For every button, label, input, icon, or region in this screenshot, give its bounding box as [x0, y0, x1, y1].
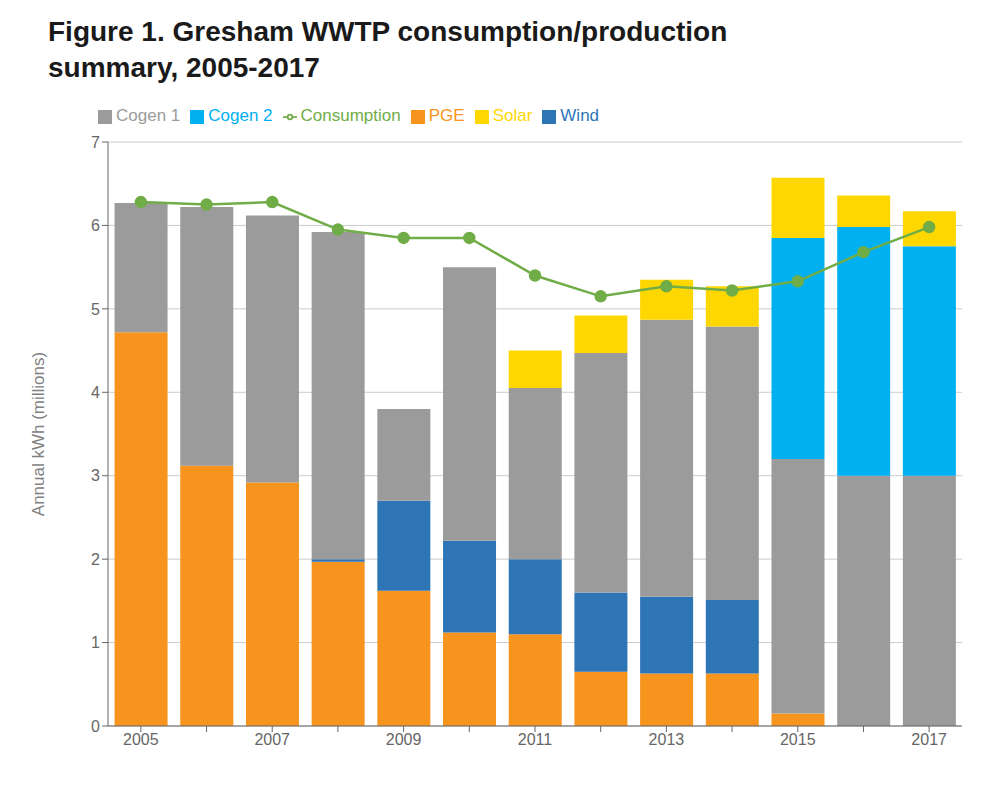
- svg-text:3: 3: [91, 467, 100, 484]
- html-text:summary, 2005-2017: summary, 2005-2017: [48, 52, 320, 83]
- html-text:Figure 1. Gresham WWTP consump: Figure 1. Gresham WWTP consumption/produ…: [48, 16, 728, 47]
- svg-text:4: 4: [91, 384, 100, 401]
- svg-text:2009: 2009: [386, 731, 422, 748]
- svg-text:2013: 2013: [649, 731, 685, 748]
- svg-text:2015: 2015: [780, 731, 816, 748]
- svg-text:0: 0: [91, 718, 100, 735]
- svg-text:2: 2: [91, 551, 100, 568]
- svg-text:2007: 2007: [254, 731, 290, 748]
- html-text:Wind: Wind: [560, 106, 600, 125]
- html-text:PGE: PGE: [428, 106, 465, 125]
- html-text:Consumption: Consumption: [300, 106, 401, 125]
- svg-text:1: 1: [91, 634, 100, 651]
- svg-text:7: 7: [91, 134, 100, 151]
- svg-text:2011: 2011: [518, 731, 553, 748]
- svg-text:Annual kWh (millions): Annual kWh (millions): [29, 352, 48, 516]
- svg-text:2005: 2005: [123, 731, 159, 748]
- svg-text:6: 6: [91, 217, 100, 234]
- html-text:Cogen 2: Cogen 2: [208, 106, 273, 125]
- svg-text:2017: 2017: [911, 731, 947, 748]
- html-text:Solar: Solar: [492, 106, 533, 125]
- html-text:Cogen 1: Cogen 1: [116, 106, 181, 125]
- svg-text:5: 5: [91, 301, 100, 318]
